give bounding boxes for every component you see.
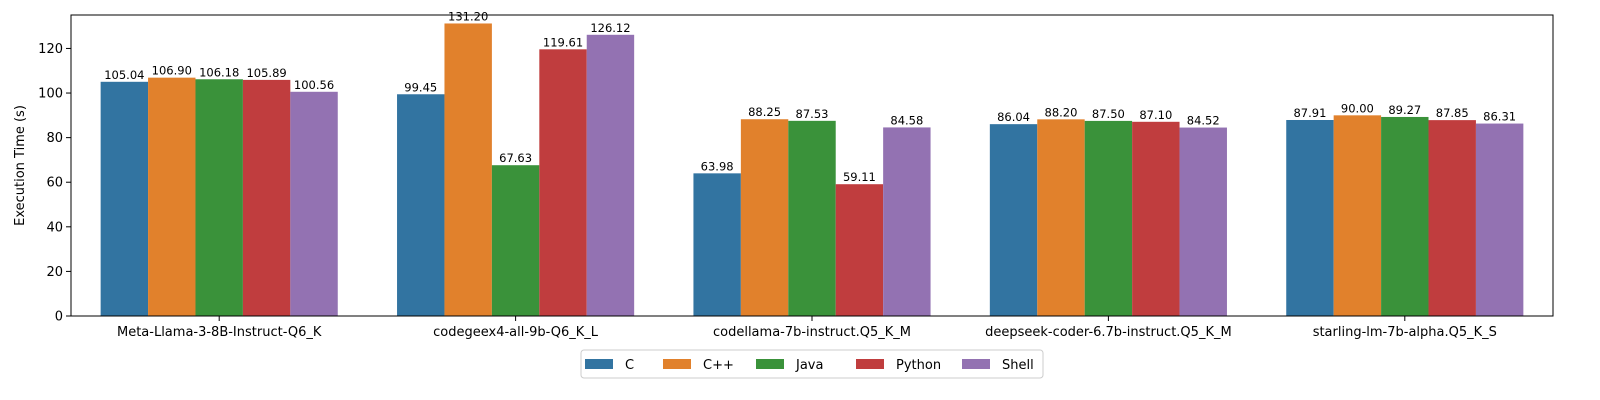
legend-swatch — [856, 359, 884, 369]
data-label: 106.18 — [199, 65, 239, 79]
bar-cpp-0 — [148, 77, 196, 317]
bar-java-2 — [788, 120, 836, 316]
legend-swatch — [756, 359, 784, 369]
bar-shell-1 — [586, 34, 635, 317]
legend-label: C++ — [703, 358, 734, 373]
legend-label: Java — [795, 358, 823, 373]
bar-c-2 — [693, 173, 741, 316]
y-axis: 0 20 40 60 80 100 120 — [38, 42, 71, 325]
data-label: 84.52 — [1187, 114, 1220, 128]
data-label: 87.53 — [796, 107, 829, 121]
data-labels-group: 105.04 106.90 106.18 105.89 100.56 99.45 131.2… — [104, 9, 1516, 184]
bar-cpp-3 — [1037, 119, 1085, 316]
bar-shell-3 — [1179, 127, 1227, 317]
legend-swatch — [585, 359, 613, 369]
y-tick-label: 60 — [46, 176, 63, 191]
data-label: 63.98 — [701, 159, 734, 173]
data-label: 106.90 — [152, 64, 192, 78]
data-label: 87.10 — [1139, 108, 1172, 122]
bar-c-3 — [989, 124, 1038, 317]
bar-c-1 — [397, 94, 445, 316]
legend-label: Shell — [1002, 358, 1034, 373]
legend-swatch — [962, 359, 990, 369]
data-label: 99.45 — [404, 80, 437, 94]
y-tick-label: 100 — [38, 87, 63, 102]
bars-group — [100, 23, 1524, 317]
bar-shell-4 — [1475, 123, 1524, 316]
data-label: 87.85 — [1436, 106, 1469, 120]
data-label: 84.58 — [890, 113, 923, 127]
data-label: 105.04 — [104, 68, 144, 82]
data-label: 119.61 — [543, 35, 583, 49]
y-tick-label: 80 — [46, 131, 63, 146]
bar-cpp-4 — [1333, 115, 1382, 316]
bar-python-3 — [1132, 121, 1180, 317]
y-tick-label: 40 — [46, 220, 63, 235]
y-axis-label: Execution Time (s) — [13, 105, 28, 226]
data-label: 59.11 — [843, 170, 876, 184]
bar-c-0 — [100, 81, 149, 316]
data-label: 88.20 — [1045, 105, 1078, 119]
bar-shell-2 — [883, 127, 931, 316]
bar-python-0 — [242, 79, 291, 317]
data-label: 88.25 — [748, 105, 781, 119]
y-tick-label: 20 — [46, 265, 63, 280]
y-tick-label: 120 — [38, 42, 63, 57]
x-axis: Meta-Llama-3-8B-Instruct-Q6_K codegeex4-a… — [117, 316, 1497, 340]
legend-label: Python — [896, 358, 941, 373]
y-tick-label: 0 — [55, 310, 63, 325]
bar-cpp-2 — [740, 119, 789, 316]
data-label: 100.56 — [294, 78, 334, 92]
bar-shell-0 — [290, 91, 338, 316]
bar-c-4 — [1286, 119, 1334, 316]
x-tick-label: starling-lm-7b-alpha.Q5_K_S — [1313, 325, 1497, 340]
legend-label: C — [625, 358, 634, 373]
x-tick-label: codegeex4-all-9b-Q6_K_L — [433, 325, 599, 340]
x-tick-label: Meta-Llama-3-8B-Instruct-Q6_K — [117, 325, 322, 340]
x-tick-label: deepseek-coder-6.7b-instruct.Q5_K_M — [985, 325, 1232, 340]
bar-java-1 — [491, 165, 540, 316]
data-label: 86.04 — [997, 110, 1030, 124]
data-label: 89.27 — [1388, 103, 1421, 117]
bar-python-4 — [1428, 120, 1476, 316]
data-label: 86.31 — [1483, 110, 1516, 124]
data-label: 87.50 — [1092, 107, 1125, 121]
bar-python-2 — [835, 184, 884, 316]
legend-box — [580, 349, 1044, 379]
data-label: 90.00 — [1341, 101, 1374, 115]
data-label: 131.20 — [448, 9, 488, 23]
bar-java-4 — [1381, 116, 1429, 316]
x-tick-label: codellama-7b-instruct.Q5_K_M — [713, 325, 911, 340]
bar-java-0 — [195, 79, 243, 316]
bar-cpp-1 — [444, 23, 492, 316]
bar-python-1 — [539, 49, 587, 317]
legend: C C++ Java Python Shell — [580, 349, 1044, 379]
legend-swatch — [663, 359, 691, 369]
data-label: 126.12 — [590, 21, 630, 35]
data-label: 105.89 — [246, 66, 286, 80]
data-label: 87.91 — [1293, 106, 1326, 120]
bar-java-3 — [1084, 120, 1133, 316]
data-label: 67.63 — [499, 151, 532, 165]
